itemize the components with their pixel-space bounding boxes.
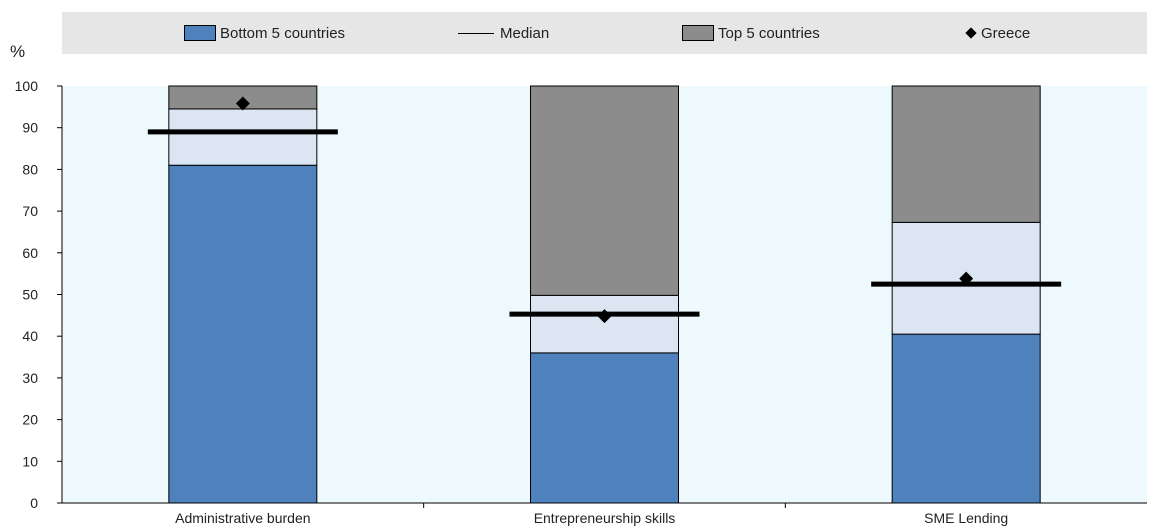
greece-marker bbox=[959, 271, 974, 286]
y-tick-label: 30 bbox=[22, 370, 38, 386]
legend-item-top: Top 5 countries bbox=[682, 12, 820, 54]
legend: Bottom 5 countries Median Top 5 countrie… bbox=[62, 12, 1147, 54]
y-tick-label: 50 bbox=[22, 287, 38, 303]
y-tick-label: 70 bbox=[22, 203, 38, 219]
legend-label-top: Top 5 countries bbox=[718, 24, 820, 42]
legend-label-median: Median bbox=[500, 24, 550, 42]
x-tick-label: SME Lending bbox=[924, 510, 1008, 526]
legend-item-greece: Greece bbox=[965, 12, 1031, 54]
y-tick-label: 0 bbox=[30, 495, 38, 511]
bar-bottom-5 bbox=[891, 333, 1041, 504]
legend-swatch-top bbox=[682, 25, 714, 41]
bar-top-5 bbox=[891, 85, 1041, 223]
legend-item-median: Median bbox=[458, 12, 549, 54]
legend-item-bottom: Bottom 5 countries bbox=[184, 12, 345, 54]
bar-middle-range bbox=[168, 108, 318, 166]
y-tick-label: 90 bbox=[22, 120, 38, 136]
bar-middle-range bbox=[530, 294, 679, 354]
legend-label-greece: Greece bbox=[981, 24, 1031, 42]
y-unit-label: % bbox=[10, 42, 26, 61]
y-tick-label: 10 bbox=[22, 453, 38, 469]
y-tick-label: 100 bbox=[15, 78, 39, 94]
greece-marker bbox=[235, 96, 250, 111]
bar-bottom-5 bbox=[530, 352, 679, 504]
y-tick-label: 20 bbox=[22, 412, 38, 428]
legend-swatch-bottom bbox=[184, 25, 216, 41]
x-tick-label: Entrepreneurship skills bbox=[534, 510, 676, 526]
bar-bottom-5 bbox=[168, 164, 318, 504]
y-tick-label: 80 bbox=[22, 161, 38, 177]
greece-marker bbox=[597, 309, 612, 324]
x-tick-label: Administrative burden bbox=[175, 510, 310, 526]
bar-top-5 bbox=[530, 85, 679, 296]
legend-label-bottom: Bottom 5 countries bbox=[220, 24, 346, 42]
legend-swatch-median bbox=[458, 32, 494, 34]
y-tick-label: 40 bbox=[22, 328, 38, 344]
y-tick-label: 60 bbox=[22, 245, 38, 261]
